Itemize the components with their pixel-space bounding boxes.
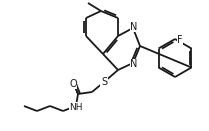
Text: O: O xyxy=(69,79,77,89)
Text: F: F xyxy=(177,35,183,45)
Text: NH: NH xyxy=(69,102,83,111)
Text: S: S xyxy=(101,77,107,87)
Text: N: N xyxy=(130,22,138,32)
Text: N: N xyxy=(130,59,138,69)
